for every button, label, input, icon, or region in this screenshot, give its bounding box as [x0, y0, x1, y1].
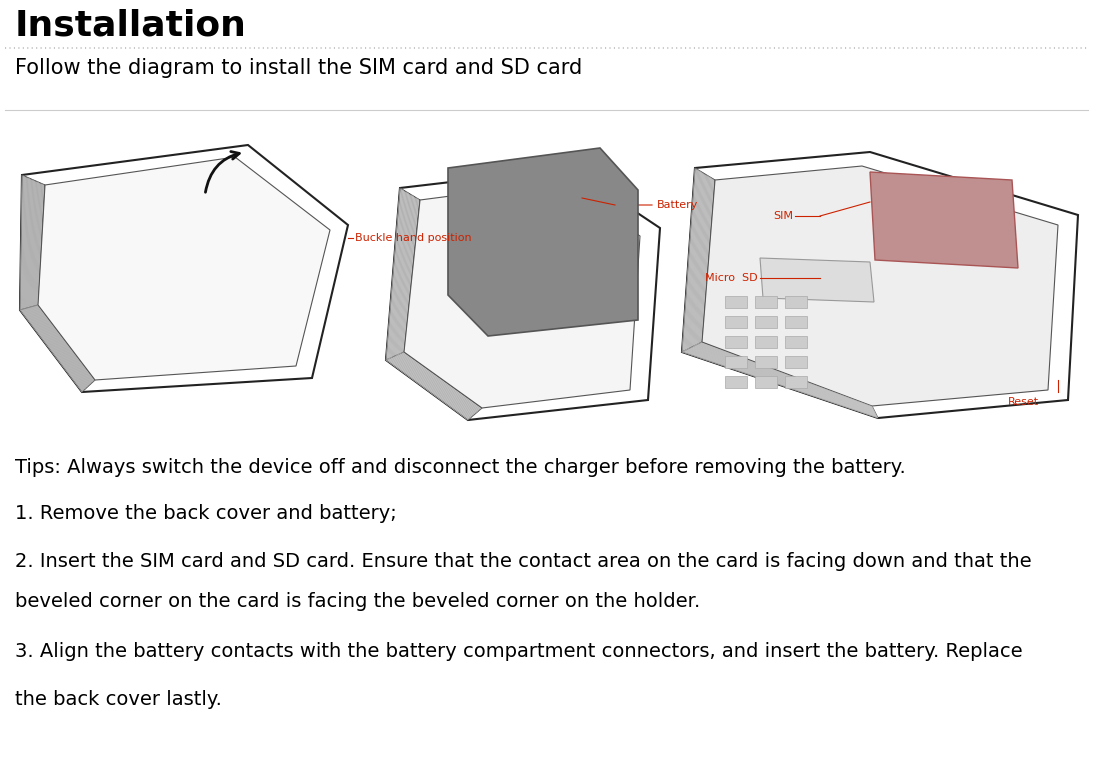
Polygon shape	[386, 188, 420, 360]
Text: 2. Insert the SIM card and SD card. Ensure that the contact area on the card is : 2. Insert the SIM card and SD card. Ensu…	[15, 552, 1032, 571]
Polygon shape	[682, 342, 878, 418]
Bar	[785, 356, 807, 368]
Polygon shape	[38, 157, 330, 380]
Polygon shape	[20, 305, 95, 392]
Text: Micro  SD: Micro SD	[705, 273, 759, 283]
Polygon shape	[20, 175, 45, 310]
Polygon shape	[760, 258, 874, 302]
Text: Installation: Installation	[15, 8, 247, 42]
Text: Buckle hand position: Buckle hand position	[355, 233, 471, 243]
Polygon shape	[702, 166, 1058, 406]
Polygon shape	[386, 352, 482, 420]
Bar	[785, 316, 807, 328]
Polygon shape	[404, 182, 640, 408]
Text: Follow the diagram to install the SIM card and SD card: Follow the diagram to install the SIM ca…	[15, 58, 583, 78]
Polygon shape	[682, 152, 1078, 418]
Bar	[725, 316, 747, 328]
Bar	[755, 376, 777, 388]
Bar	[725, 296, 747, 308]
Bar	[785, 376, 807, 388]
Text: Tips: Always switch the device off and disconnect the charger before removing th: Tips: Always switch the device off and d…	[15, 458, 906, 477]
Bar	[725, 376, 747, 388]
Text: Reset: Reset	[1008, 397, 1039, 407]
Text: the back cover lastly.: the back cover lastly.	[15, 690, 222, 709]
Text: beveled corner on the card is facing the beveled corner on the holder.: beveled corner on the card is facing the…	[15, 592, 701, 611]
Bar	[755, 336, 777, 348]
Text: SIM: SIM	[773, 211, 794, 221]
Polygon shape	[448, 148, 638, 336]
Text: Battery: Battery	[657, 200, 698, 210]
Polygon shape	[20, 145, 348, 392]
Text: 3. Align the battery contacts with the battery compartment connectors, and inser: 3. Align the battery contacts with the b…	[15, 642, 1023, 661]
Bar	[785, 336, 807, 348]
Text: 1. Remove the back cover and battery;: 1. Remove the back cover and battery;	[15, 504, 397, 523]
Bar	[725, 336, 747, 348]
Polygon shape	[870, 172, 1018, 268]
Bar	[755, 296, 777, 308]
Polygon shape	[386, 168, 660, 420]
Bar	[755, 316, 777, 328]
Bar	[785, 296, 807, 308]
Bar	[755, 356, 777, 368]
Bar	[725, 356, 747, 368]
Polygon shape	[682, 168, 715, 352]
